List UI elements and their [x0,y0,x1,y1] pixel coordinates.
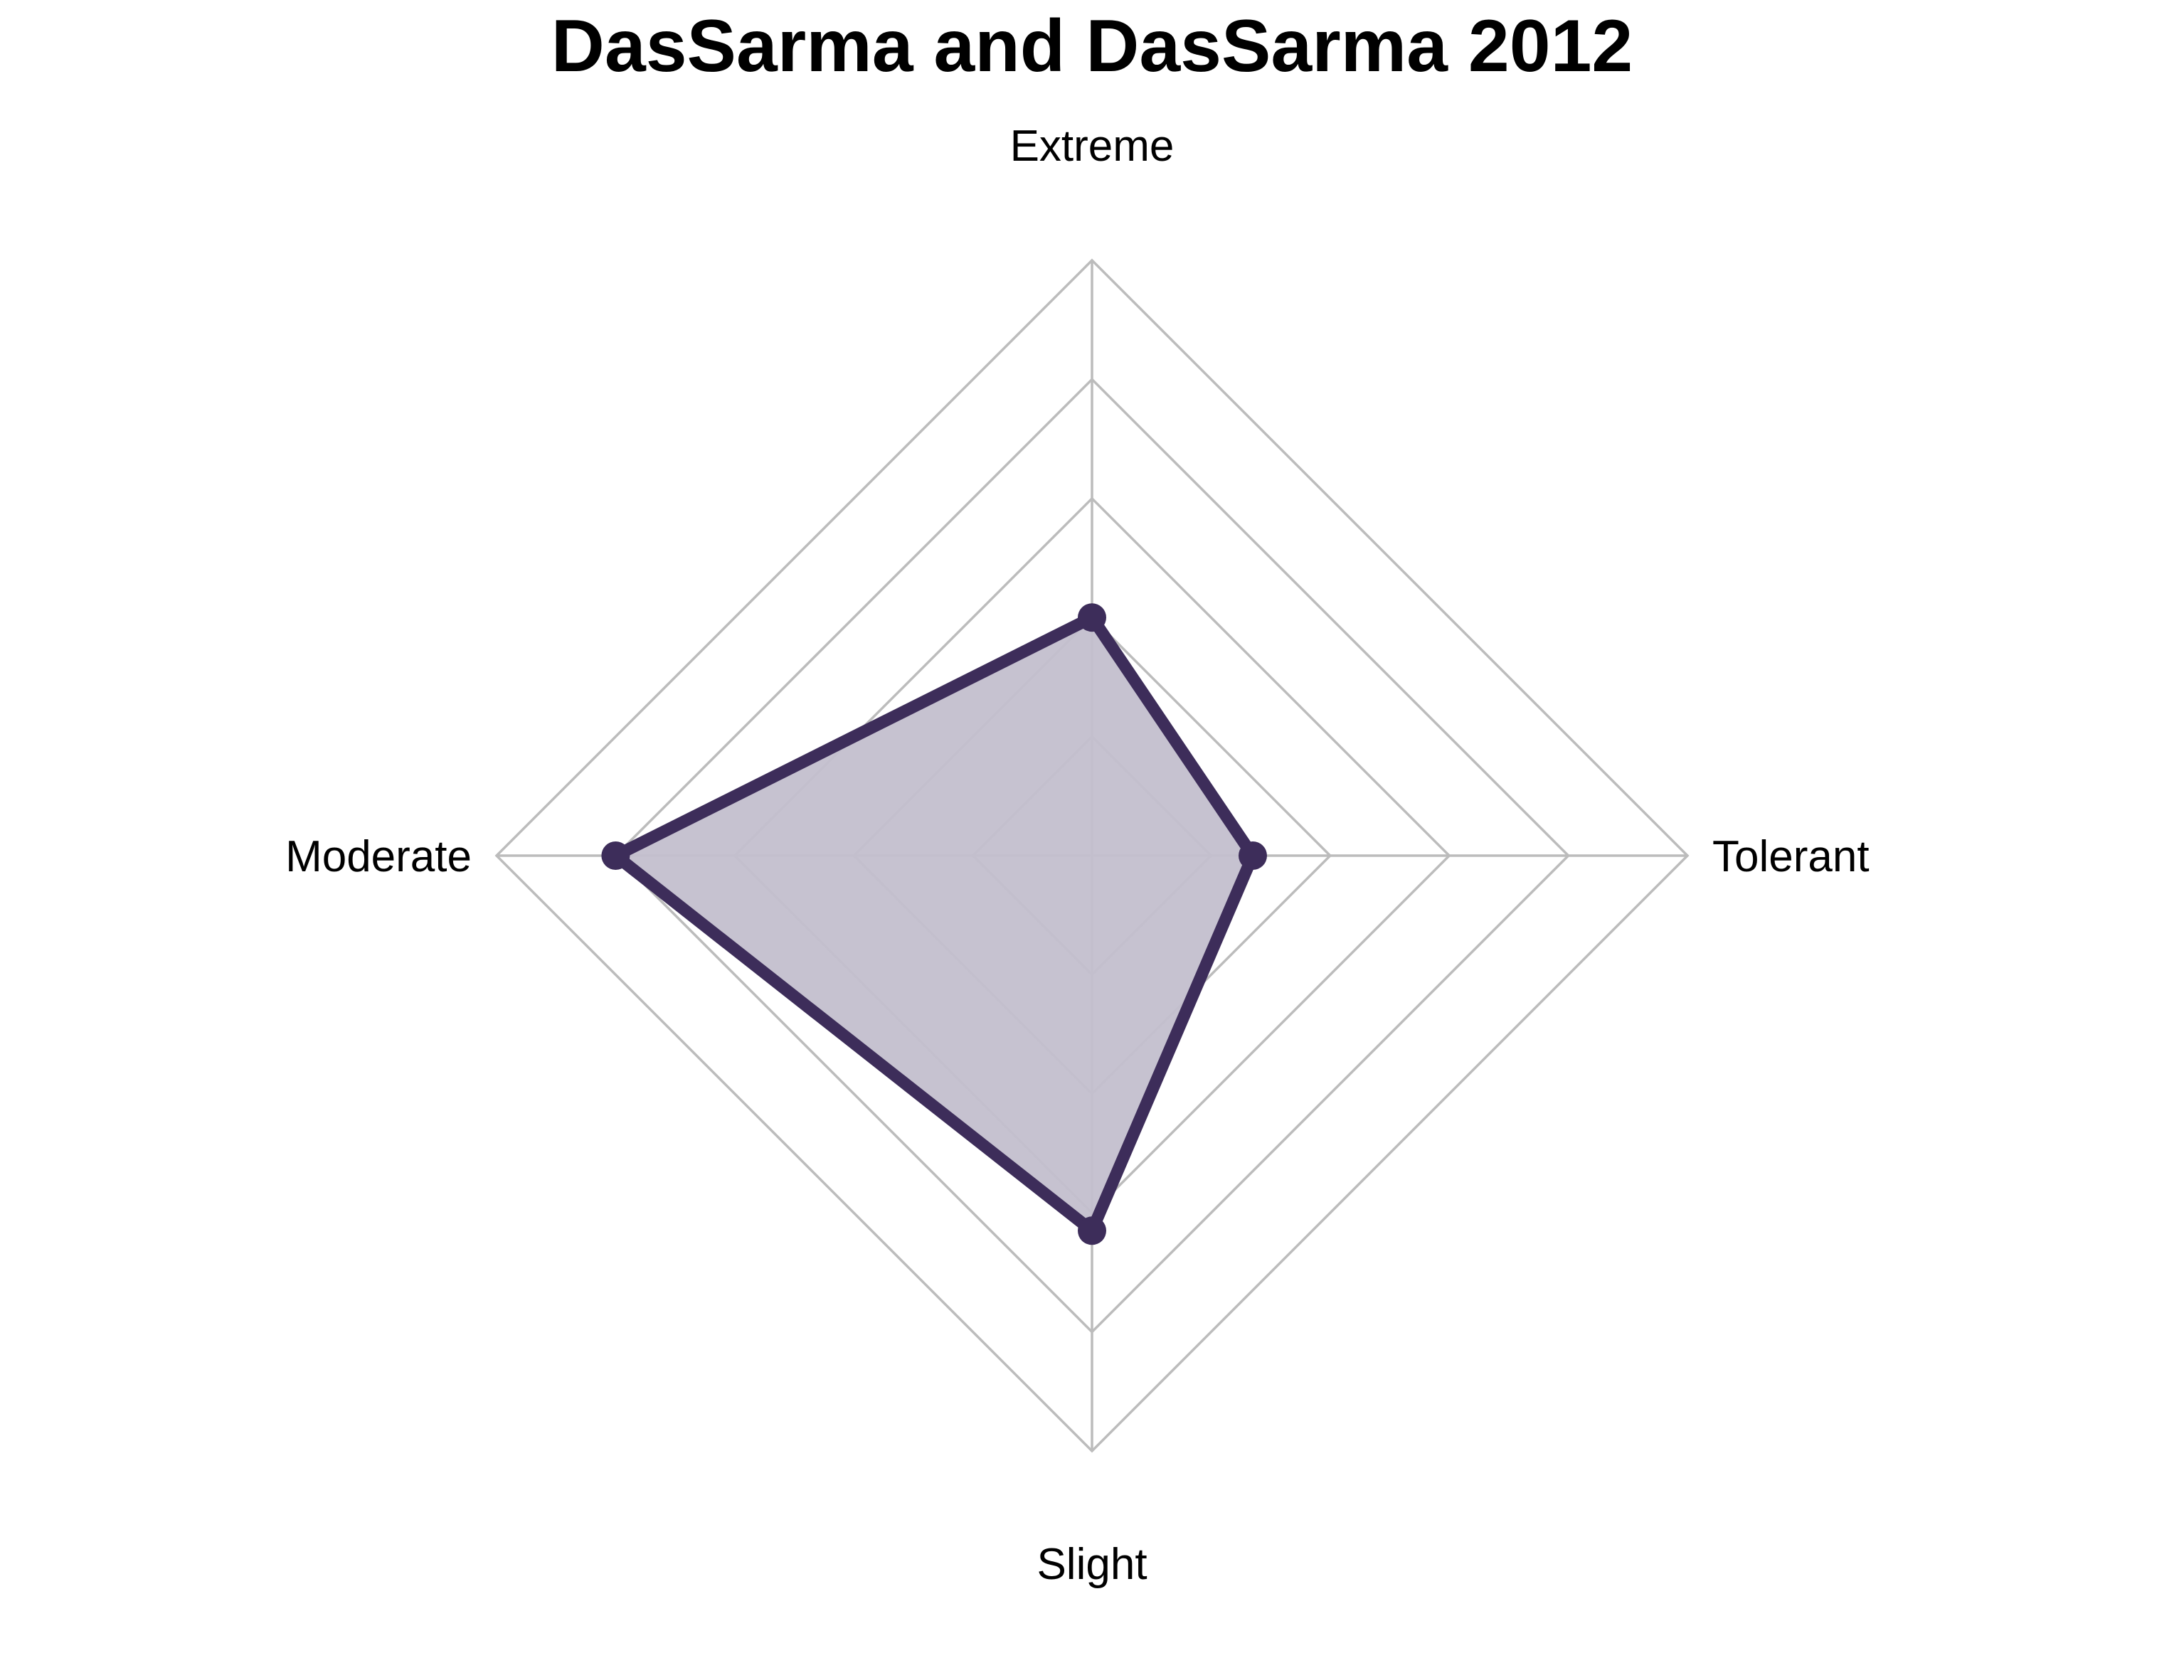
axis-label-slight: Slight [1037,1540,1147,1589]
data-point-tolerant [1238,841,1267,870]
axis-label-tolerant: Tolerant [1712,832,1870,881]
axis-label-extreme: Extreme [1010,122,1175,171]
series-area-0 [615,617,1253,1231]
data-point-moderate [601,841,630,870]
data-point-slight [1078,1216,1106,1245]
axis-labels: Extreme Tolerant Slight Moderate [285,122,1870,1589]
radar-series [601,603,1267,1245]
data-point-extreme [1078,603,1106,632]
axis-label-moderate: Moderate [285,832,472,881]
chart-title: DasSarma and DasSarma 2012 [551,5,1633,87]
